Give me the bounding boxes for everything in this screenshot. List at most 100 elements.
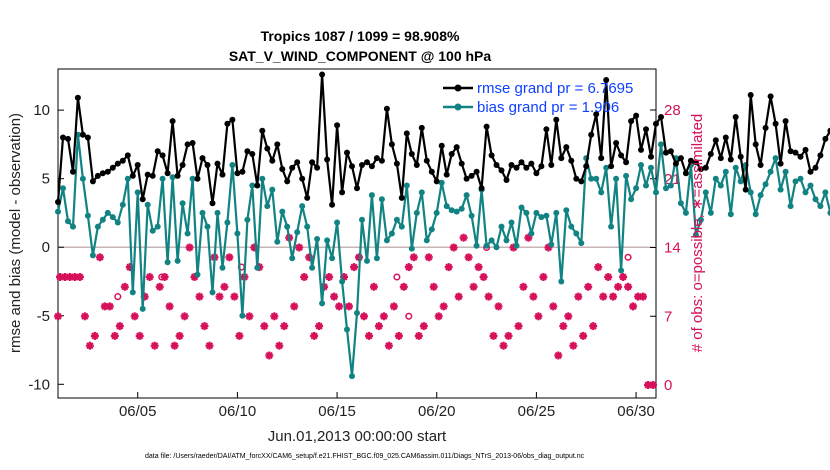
x-tick-label: 06/05 [119,403,157,420]
obs-star-stroke [604,273,612,281]
series-bias-point [194,271,201,278]
obs-assimilated-point [449,243,458,252]
obs-assimilated-point [374,322,383,331]
obs-star-stroke [86,342,94,350]
obs-assimilated-point [434,312,443,321]
legend-rmse-marker [454,84,462,92]
series-bias-point [827,209,830,216]
obs-star-stroke [185,243,194,252]
series-bias-point [274,238,281,245]
obs-star-stroke [390,302,398,311]
series-rmse-point [269,157,276,164]
obs-assimilated-point [260,322,269,331]
data-file-footnote: data file: /Users/raeder/DAI/ATM_forcXX/… [145,453,585,460]
obs-assimilated-point [639,292,647,301]
series-bias-point [802,189,809,196]
series-rmse-point [538,163,545,170]
series-bias-point [339,278,346,285]
series-rmse-point [687,157,694,164]
series-rmse-point [159,152,166,159]
series-rmse-point [817,152,824,159]
obs-assimilated-point [504,331,513,340]
obs-star-stroke [350,263,358,271]
obs-star-stroke [629,302,637,311]
obs-star-stroke [400,283,408,291]
obs-assimilated-point [150,341,159,350]
obs-star-stroke [549,302,557,311]
series-bias-point [354,310,360,316]
obs-star-stroke [559,322,567,330]
obs-assimilated-point [295,243,304,252]
obs-assimilated-point [429,282,438,291]
series-rmse-point [79,131,86,138]
series-rmse-point [667,148,674,155]
obs-assimilated-point [559,322,568,331]
obs-assimilated-point [369,282,378,291]
series-bias-point [822,189,829,196]
series-bias-point [458,205,465,212]
series-rmse-point [707,151,714,157]
obs-assimilated-point [75,273,84,281]
obs-star-stroke [479,273,488,281]
x-tick-label: 06/15 [318,403,356,420]
y-tick-label: -10 [28,376,50,393]
obs-assimilated-point [499,341,508,350]
series-bias-point [618,267,625,274]
series-bias-point [658,141,664,148]
series-bias-point [747,189,754,196]
obs-assimilated-point [135,331,144,340]
series-bias-point [712,175,719,182]
obs-assimilated-point [265,351,274,360]
series-rmse-point [463,175,470,182]
series-rmse-point [478,185,485,192]
obs-star-stroke [156,283,164,291]
series-rmse-point [174,172,181,179]
series-bias-point [219,264,226,271]
obs-assimilated-point [175,331,184,340]
obs-star-stroke [499,342,508,350]
series-bias-point [697,216,704,223]
series-bias-point [578,240,585,247]
series-bias-point [169,174,176,181]
series-rmse-point [682,170,689,177]
series-bias-point [383,237,390,244]
series-bias-point [593,175,600,182]
series-bias-point [259,175,266,182]
series-rmse-point [354,185,360,192]
obs-assimilated-point [335,302,344,311]
series-bias-point [364,257,370,264]
series-bias-point [224,219,231,226]
series-rmse-point [428,168,435,175]
series-bias-point [707,209,714,216]
obs-assimilated-point [569,341,578,350]
x-tick-label: 06/30 [617,403,655,420]
obs-star-stroke [260,322,268,330]
obs-star-stroke [405,263,413,271]
series-rmse-point [553,116,560,123]
series-bias-point [523,209,530,216]
obs-assimilated-point [384,341,393,350]
series-bias-point [55,208,61,215]
series-bias-point [468,212,475,219]
series-rmse-point [578,178,585,185]
series-rmse-point [827,127,830,134]
series-rmse-point [209,200,216,207]
series-rmse-point [408,151,415,157]
series-rmse-point [757,162,764,168]
series-rmse-point [60,134,66,141]
obs-star-stroke [564,312,572,320]
series-rmse-point [528,160,535,167]
obs-star-stroke [489,332,498,340]
series-rmse-point [697,166,704,173]
series-rmse-point [89,178,96,185]
series-rmse-point [129,172,136,179]
obs-star-stroke [624,283,632,291]
y2-tick-label: 7 [664,308,672,325]
obs-star-stroke [220,283,229,291]
obs-assimilated-point [145,273,154,281]
series-rmse-point [144,171,151,178]
obs-assimilated-point [599,292,608,301]
obs-star-stroke [200,322,209,330]
series-bias-point [663,185,669,192]
series-rmse-point [104,168,111,175]
